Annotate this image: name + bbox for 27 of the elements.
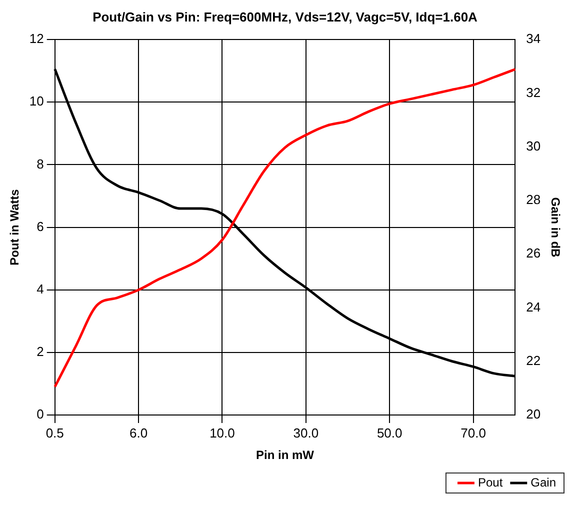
y2-tick-label: 28 [526,192,541,208]
y-tick-label: 10 [29,94,44,109]
y-tick-label: 8 [36,156,44,172]
y2-tick-label: 34 [526,31,541,46]
y-tick-label: 0 [36,406,44,422]
legend-label: Gain [530,475,556,490]
y2-tick-label: 30 [526,138,541,154]
x-tick-label: 10.0 [210,425,235,440]
chart-title: Pout/Gain vs Pin: Freq=600MHz, Vds=12V, Vagc=5V, Idq=1.60A [92,9,478,24]
y2-tick-label: 32 [526,84,541,100]
x-tick-label: 30.0 [293,425,319,440]
x-tick-label: 6.0 [130,425,148,440]
x-axis-title: Pin in mW [256,448,315,462]
x-tick-label: 0.5 [46,425,64,440]
y-tick-label: 2 [36,344,44,360]
y-tick-label: 4 [36,281,44,296]
x-tick-label: 70.0 [460,425,486,440]
y2-tick-label: 24 [526,299,541,314]
y2-tick-label: 22 [526,352,541,368]
y-tick-label: 12 [29,31,44,46]
y2-axis-title: Gain in dB [548,197,562,258]
x-tick-label: 50.0 [376,425,402,440]
y-tick-label: 6 [36,218,44,234]
y2-tick-label: 20 [526,406,541,422]
legend-label: Pout [478,475,504,490]
y2-tick-label: 26 [526,246,541,261]
y-axis-title: Pout in Watts [8,188,22,266]
